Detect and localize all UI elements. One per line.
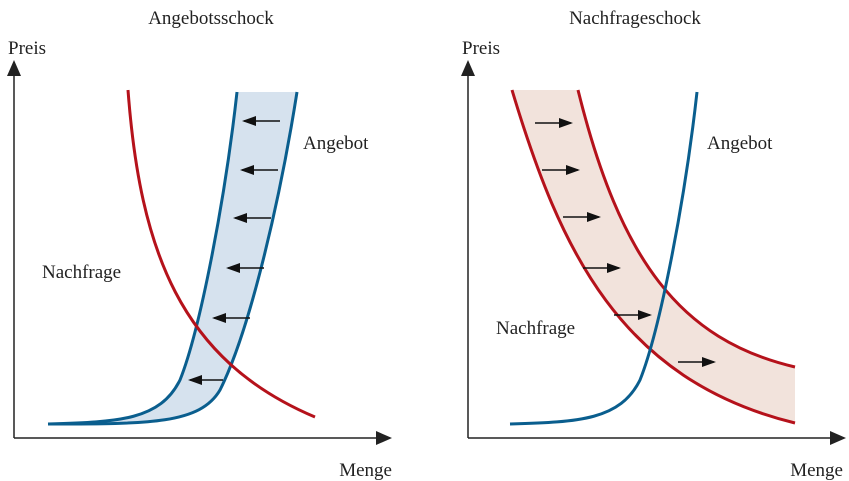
panel-title: Angebotsschock: [148, 8, 274, 29]
y-axis-label: Preis: [462, 38, 500, 59]
supply-label: Angebot: [707, 133, 773, 154]
shift-arrows: [535, 118, 716, 367]
supply-curve: [509, 91, 699, 426]
supply-band: [48, 92, 297, 424]
supply-curve-shifted: [47, 91, 239, 426]
x-axis-label: Menge: [790, 460, 843, 481]
supply-curve: [47, 91, 299, 426]
demand-label: Nachfrage: [42, 262, 121, 283]
x-axis-label: Menge: [339, 460, 392, 481]
demand-curve: [126, 89, 316, 419]
panel-title: Nachfrageschock: [569, 8, 701, 29]
supply-label: Angebot: [303, 133, 369, 154]
demand-shock-panel: Nachfrageschock Preis Menge Angebot Nach…: [461, 8, 846, 481]
demand-curve: [510, 89, 796, 425]
y-axis-label: Preis: [8, 38, 46, 59]
supply-shock-panel: Angebotsschock Preis Menge Angebot Nachf…: [6, 8, 392, 481]
demand-curve-shifted: [576, 89, 796, 369]
shift-arrows: [188, 116, 280, 385]
demand-label: Nachfrage: [496, 318, 575, 339]
